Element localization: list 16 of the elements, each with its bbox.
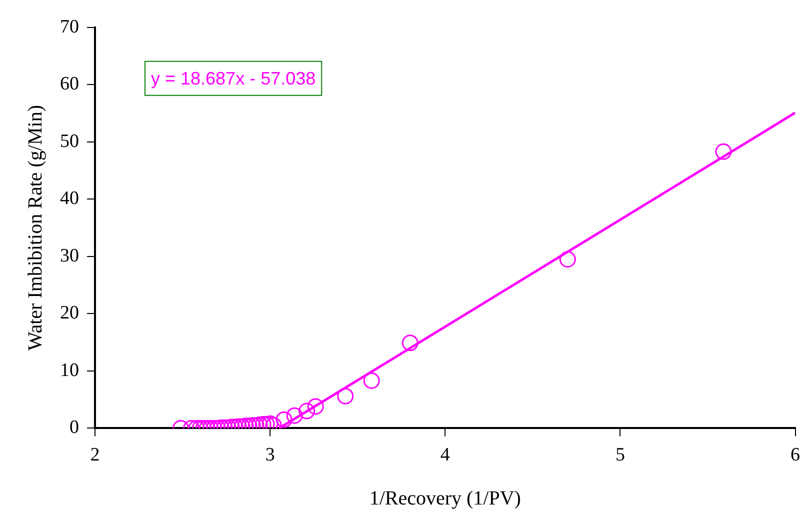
y-tick-label: 40 [60,188,79,210]
y-tick-label: 20 [60,302,79,324]
y-tick-label: 60 [60,74,79,95]
annotation: y = 18.687x - 57.038 [151,68,316,88]
x-axis-title: 1/Recovery (1/PV) [369,487,521,510]
x-tick-label: 3 [265,444,275,466]
y-tick-label: 0 [70,417,79,438]
y-tick-label: 30 [60,245,79,266]
y-tick-label: 50 [60,130,79,152]
x-tick-label: 2 [90,444,100,466]
y-tick-label: 10 [60,360,79,381]
x-tick-label: 4 [440,444,450,466]
x-tick-label: 5 [615,444,625,466]
y-tick-label: 70 [60,16,79,38]
y-axis-title: Water Imbibition Rate (g/Min) [24,105,46,351]
x-tick-label: 6 [790,444,800,466]
